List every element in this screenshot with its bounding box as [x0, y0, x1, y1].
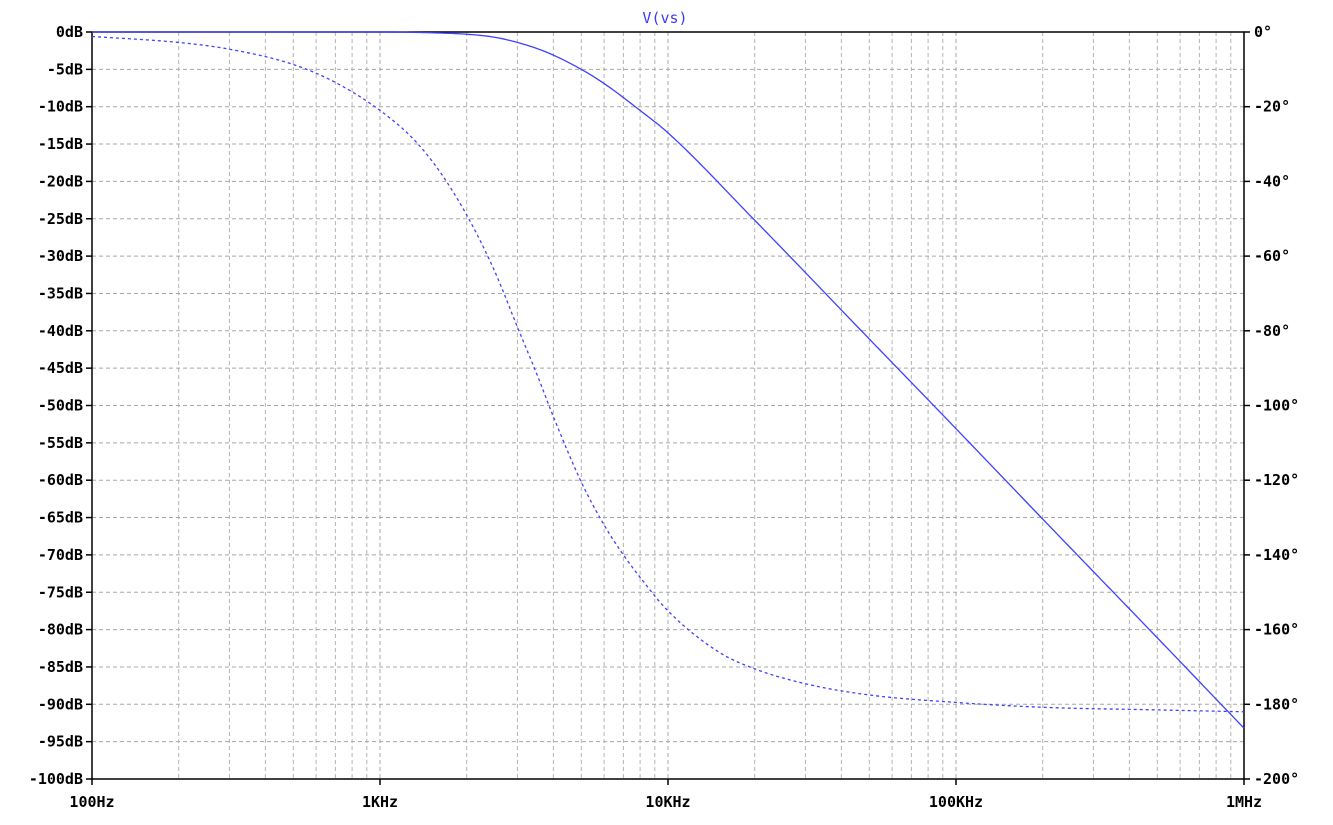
y-left-tick-label: -100dB — [29, 770, 83, 788]
y-axis-right-labels: 0° -20° -40° -60° -80° -100° -120° -140° -160° -1… — [1254, 23, 1299, 788]
y-left-tick-label: -25dB — [38, 210, 83, 228]
x-tick-label: 10KHz — [645, 793, 690, 811]
y-right-tick-label: -20° — [1254, 98, 1290, 116]
y-left-tick-label: -30dB — [38, 247, 83, 265]
series-group — [91, 31, 1245, 729]
y-left-tick-label: -65dB — [38, 509, 83, 527]
y-axis-left-labels: 0dB -5dB -10dB -15dB -20dB -25dB -30dB -35dB -40… — [29, 23, 83, 788]
y-left-tick-label: -55dB — [38, 434, 83, 452]
y-right-tick-label: -60° — [1254, 247, 1290, 265]
x-tick-label: 100Hz — [69, 793, 114, 811]
y-right-tick-label: -80° — [1254, 322, 1290, 340]
y-left-tick-label: -85dB — [38, 658, 83, 676]
y-left-tick-label: -10dB — [38, 98, 83, 116]
tick-marks — [86, 31, 1250, 785]
y-left-tick-label: -40dB — [38, 322, 83, 340]
magnitude-series-line — [92, 31, 1245, 729]
major-gridlines — [92, 32, 1244, 779]
x-tick-label: 100KHz — [929, 793, 983, 811]
y-right-tick-label: -200° — [1254, 770, 1299, 788]
y-right-tick-label: -140° — [1254, 546, 1299, 564]
y-right-tick-label: -120° — [1254, 471, 1299, 489]
chart-title: V(vs) — [642, 9, 687, 27]
phase-series-line — [91, 35, 1245, 713]
y-left-tick-label: -35dB — [38, 284, 83, 302]
y-left-tick-label: -45dB — [38, 359, 83, 377]
y-left-tick-label: -95dB — [38, 733, 83, 751]
x-axis-labels: 100Hz 1KHz 10KHz 100KHz 1MHz — [69, 793, 1262, 811]
y-left-tick-label: -5dB — [47, 60, 83, 78]
y-left-tick-label: -75dB — [38, 583, 83, 601]
y-right-tick-label: -180° — [1254, 695, 1299, 713]
y-right-tick-label: -100° — [1254, 397, 1299, 415]
y-right-tick-label: 0° — [1254, 23, 1272, 41]
y-left-tick-label: -80dB — [38, 621, 83, 639]
y-left-tick-label: -90dB — [38, 695, 83, 713]
y-left-tick-label: 0dB — [56, 23, 83, 41]
y-left-tick-label: -70dB — [38, 546, 83, 564]
y-left-tick-label: -50dB — [38, 397, 83, 415]
y-left-tick-label: -60dB — [38, 471, 83, 489]
y-right-tick-label: -160° — [1254, 621, 1299, 639]
x-tick-label: 1MHz — [1226, 793, 1262, 811]
y-right-tick-label: -40° — [1254, 172, 1290, 190]
y-left-tick-label: -20dB — [38, 172, 83, 190]
x-tick-label: 1KHz — [362, 793, 398, 811]
y-left-tick-label: -15dB — [38, 135, 83, 153]
